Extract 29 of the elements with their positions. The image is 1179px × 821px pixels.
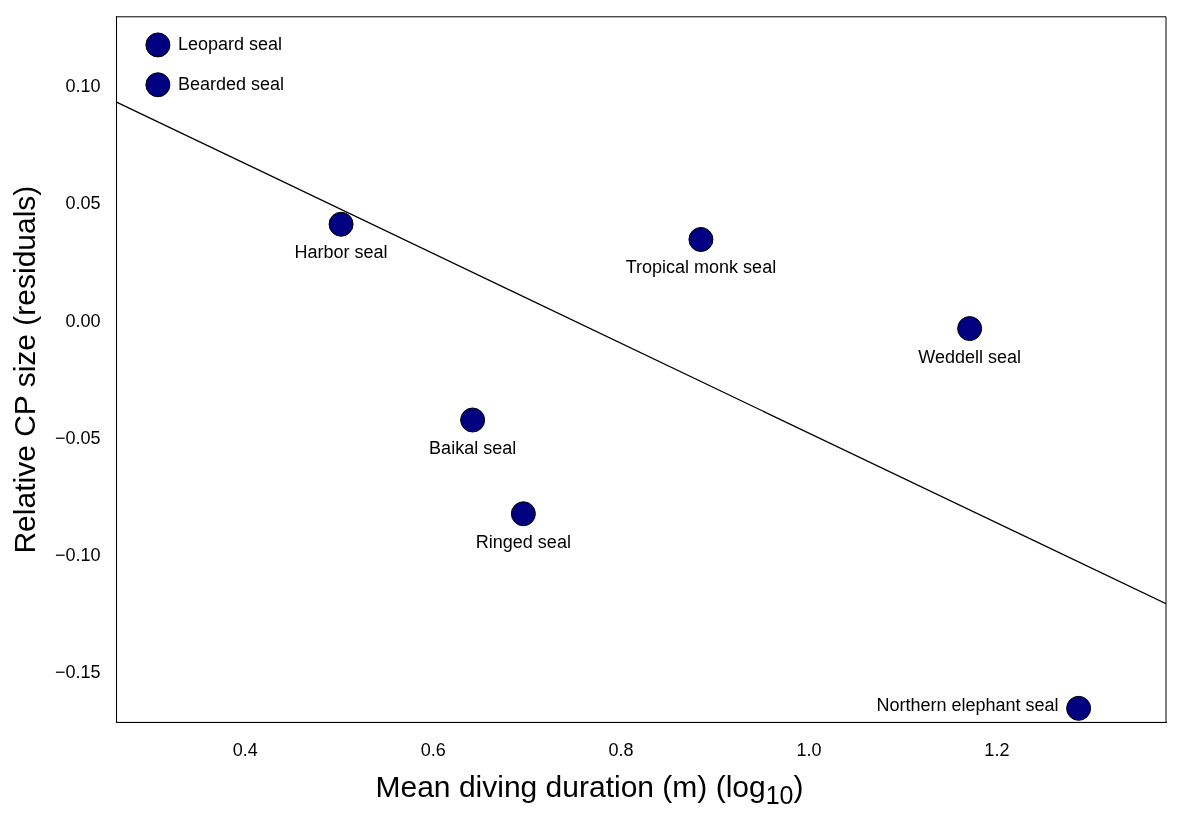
x-tick-label: 0.8	[608, 740, 634, 761]
x-tick-label: 1.0	[796, 740, 822, 761]
annotation: Baikal seal	[429, 437, 517, 458]
annotation: Northern elephant seal	[876, 695, 1059, 716]
annotation: Bearded seal	[177, 73, 284, 94]
y-axis-title: Relative CP size (residuals)	[8, 185, 42, 554]
point	[328, 211, 354, 237]
y-tick-label: 0.05	[65, 193, 101, 214]
annotation: Ringed seal	[475, 531, 571, 552]
annotation: Harbor seal	[294, 242, 388, 263]
annotation: Leopard seal	[177, 33, 282, 54]
annotation: Weddell seal	[918, 346, 1022, 367]
point	[688, 227, 714, 252]
point	[145, 72, 171, 98]
x-tick-label: 0.6	[420, 740, 446, 761]
x-tick-label: 1.2	[984, 740, 1010, 761]
y-tick-label: 0.10	[65, 76, 101, 97]
point	[145, 32, 171, 58]
x-tick-label: 0.4	[232, 740, 258, 761]
y-tick-label: −0.10	[55, 544, 101, 565]
point	[460, 407, 486, 433]
point	[957, 316, 983, 342]
y-tick-label: 0.00	[65, 310, 101, 331]
annotation: Tropical monk seal	[625, 257, 777, 278]
x-axis-title: Mean diving duration (m) (log$_{10}$)	[374, 770, 805, 810]
point	[1066, 695, 1092, 721]
point	[510, 501, 536, 527]
y-tick-label: −0.05	[55, 427, 101, 448]
y-tick-label: −0.15	[55, 662, 101, 683]
